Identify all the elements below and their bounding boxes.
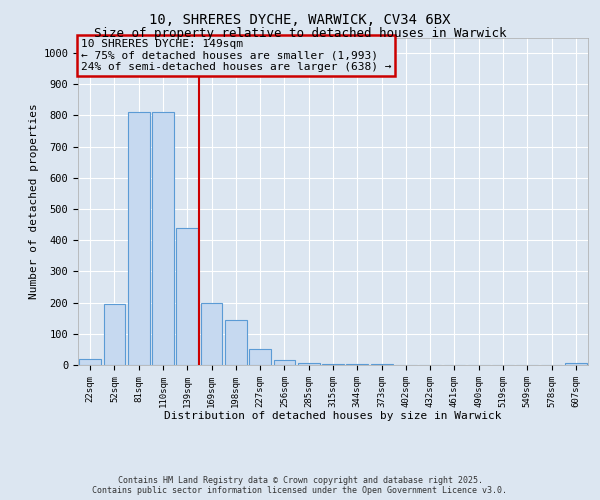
Bar xyxy=(274,360,295,365)
Bar xyxy=(225,320,247,365)
Text: Size of property relative to detached houses in Warwick: Size of property relative to detached ho… xyxy=(94,28,506,40)
Bar xyxy=(128,112,149,365)
X-axis label: Distribution of detached houses by size in Warwick: Distribution of detached houses by size … xyxy=(164,411,502,421)
Bar xyxy=(565,364,587,365)
Text: 10, SHRERES DYCHE, WARWICK, CV34 6BX: 10, SHRERES DYCHE, WARWICK, CV34 6BX xyxy=(149,12,451,26)
Bar xyxy=(249,350,271,365)
Text: Contains HM Land Registry data © Crown copyright and database right 2025.
Contai: Contains HM Land Registry data © Crown c… xyxy=(92,476,508,495)
Text: 10 SHRERES DYCHE: 149sqm
← 75% of detached houses are smaller (1,993)
24% of sem: 10 SHRERES DYCHE: 149sqm ← 75% of detach… xyxy=(80,39,391,72)
Bar xyxy=(346,364,368,365)
Bar xyxy=(104,304,125,365)
Bar xyxy=(200,302,223,365)
Bar xyxy=(322,364,344,365)
Bar xyxy=(176,228,198,365)
Bar xyxy=(152,112,174,365)
Bar xyxy=(371,364,392,365)
Bar xyxy=(79,359,101,365)
Bar xyxy=(298,364,320,365)
Y-axis label: Number of detached properties: Number of detached properties xyxy=(29,104,39,299)
